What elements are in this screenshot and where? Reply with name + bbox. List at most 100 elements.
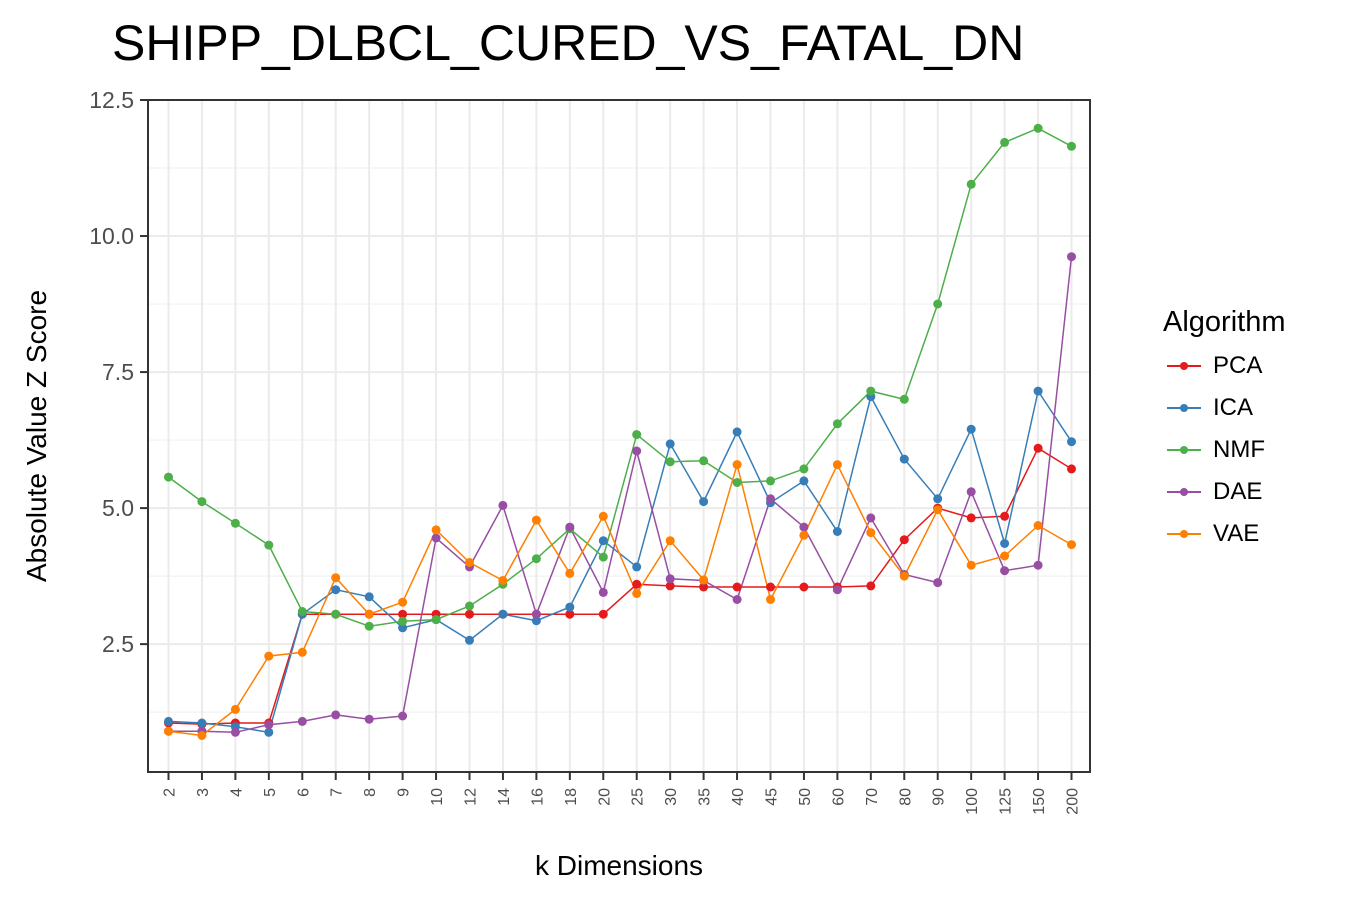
data-point-nmf <box>799 464 809 474</box>
legend-label: DAE <box>1213 478 1263 505</box>
data-point-vae <box>766 595 775 604</box>
data-point-vae <box>866 528 876 538</box>
data-point-vae <box>465 558 474 567</box>
data-point-vae <box>164 726 173 736</box>
data-point-dae <box>732 595 742 604</box>
x-tick-label: 60 <box>830 788 847 806</box>
series-line-nmf <box>168 127 1072 627</box>
data-point-vae <box>632 589 642 598</box>
data-point-pca <box>766 582 775 592</box>
data-point-ica <box>1000 539 1010 548</box>
data-point-pca <box>465 609 474 619</box>
data-point-nmf <box>933 299 943 309</box>
data-point-ica <box>498 609 508 619</box>
data-point-nmf <box>632 430 642 440</box>
data-point-nmf <box>598 552 608 562</box>
data-point-ica <box>1033 386 1043 396</box>
data-point-ica <box>632 562 642 572</box>
data-point-vae <box>598 511 608 521</box>
data-point-vae <box>431 525 441 535</box>
chart-title: SHIPP_DLBCL_CURED_VS_FATAL_DN <box>112 15 1025 71</box>
x-tick-label: 9 <box>396 788 413 797</box>
data-point-ica <box>799 476 809 486</box>
legend-swatch <box>1163 513 1205 555</box>
y-tick-label: 5.0 <box>102 495 134 521</box>
x-tick-label: 18 <box>563 788 580 806</box>
plot-panel <box>148 100 1090 772</box>
data-point-ica <box>732 427 742 437</box>
data-point-nmf <box>197 497 207 507</box>
data-point-pca <box>1033 443 1043 453</box>
data-point-vae <box>1033 521 1043 530</box>
data-point-dae <box>531 609 541 619</box>
data-point-ica <box>966 424 976 434</box>
data-point-vae <box>799 530 809 540</box>
data-point-vae <box>498 576 508 585</box>
x-tick-label: 5 <box>262 788 279 797</box>
data-point-ica <box>665 439 675 449</box>
data-point-dae <box>364 714 374 724</box>
data-point-pca <box>899 535 909 545</box>
data-point-nmf <box>866 386 876 396</box>
legend-swatch <box>1163 345 1205 387</box>
data-point-vae <box>531 515 541 525</box>
data-point-vae <box>933 505 943 515</box>
data-point-nmf <box>364 621 374 631</box>
data-point-vae <box>699 575 709 585</box>
data-point-pca <box>732 582 742 592</box>
legend-label: ICA <box>1213 394 1254 421</box>
legend-title: Algorithm <box>1163 306 1286 338</box>
data-point-ica <box>398 623 408 633</box>
data-point-ica <box>699 497 709 507</box>
x-tick-label: 10 <box>429 788 446 806</box>
data-point-ica <box>565 602 575 612</box>
data-point-ica <box>1067 437 1076 447</box>
x-tick-label: 50 <box>797 788 814 806</box>
data-point-nmf <box>1067 141 1076 151</box>
data-point-pca <box>699 582 709 592</box>
data-point-pca <box>565 609 575 619</box>
data-point-nmf <box>431 615 441 625</box>
data-point-nmf <box>899 394 909 404</box>
legend-item-pca: PCA <box>1163 345 1286 387</box>
x-tick-label: 45 <box>764 788 781 806</box>
y-tick-label: 10.0 <box>89 223 134 249</box>
legend-swatch <box>1163 429 1205 471</box>
x-tick-label: 14 <box>496 788 513 806</box>
data-point-dae <box>1000 566 1010 576</box>
data-point-dae <box>297 716 307 726</box>
data-point-vae <box>398 597 408 607</box>
data-point-dae <box>665 574 675 584</box>
data-point-ica <box>264 727 274 737</box>
series-points <box>164 123 1076 740</box>
data-point-vae <box>331 573 341 583</box>
data-point-pca <box>598 609 608 619</box>
data-point-pca <box>665 581 675 591</box>
data-point-ica <box>531 616 541 626</box>
x-tick-label: 25 <box>630 788 647 806</box>
series-lines <box>168 127 1073 737</box>
data-point-nmf <box>732 478 742 487</box>
x-tick-label: 8 <box>362 788 379 797</box>
data-point-ica <box>164 716 173 726</box>
data-point-dae <box>230 727 240 737</box>
y-axis: 2.5 5.0 7.5 10.0 12.5 <box>89 87 148 657</box>
data-point-dae <box>398 711 408 721</box>
x-tick-label: 125 <box>998 788 1015 815</box>
legend-swatch <box>1163 387 1205 429</box>
data-point-pca <box>398 609 408 619</box>
data-point-vae <box>899 571 909 581</box>
data-point-pca <box>632 579 642 589</box>
data-point-vae <box>364 609 374 619</box>
data-point-dae <box>331 710 341 720</box>
data-point-ica <box>598 536 608 546</box>
data-point-dae <box>632 446 642 456</box>
data-point-dae <box>565 522 575 532</box>
plot-border <box>147 99 1091 773</box>
data-point-ica <box>899 454 909 464</box>
data-point-pca <box>1067 464 1076 474</box>
legend-label: VAE <box>1213 520 1260 547</box>
legend-item-nmf: NMF <box>1163 429 1286 471</box>
data-point-nmf <box>531 554 541 564</box>
data-point-ica <box>832 527 842 536</box>
